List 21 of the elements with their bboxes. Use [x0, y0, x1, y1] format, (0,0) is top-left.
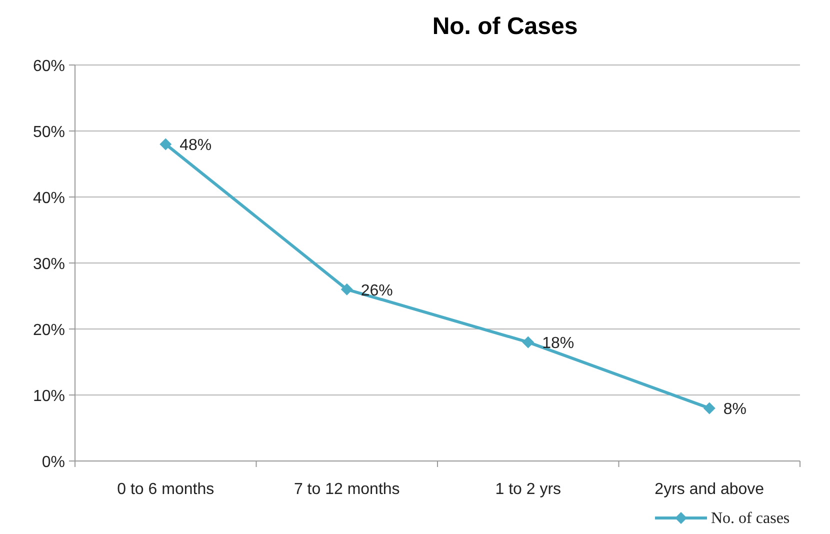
- point: [703, 402, 716, 414]
- point: [160, 138, 172, 150]
- x-tick-label: 2yrs and above: [654, 481, 764, 498]
- x-tick-label: 0 to 6 months: [117, 481, 214, 498]
- x-tick-label: 7 to 12 months: [294, 481, 400, 498]
- x-tick-label: 1 to 2 yrs: [495, 481, 562, 498]
- legend-label: No. of cases: [711, 510, 790, 527]
- y-tick-label: 30%: [32, 256, 65, 273]
- y-tick-label: 20%: [32, 322, 65, 339]
- data-label: 48%: [180, 137, 212, 154]
- y-tick-label: 0%: [42, 454, 65, 471]
- data-label: 8%: [723, 401, 746, 418]
- point: [340, 283, 353, 296]
- y-tick-label: 10%: [32, 388, 65, 405]
- data-label: 18%: [542, 335, 574, 352]
- y-tick-label: 50%: [32, 124, 65, 141]
- point: [522, 336, 534, 348]
- y-tick-label: 40%: [32, 190, 65, 207]
- data-label: 26%: [360, 282, 393, 300]
- y-tick-label: 60%: [32, 58, 65, 75]
- chart-title: No. of Cases: [432, 13, 578, 40]
